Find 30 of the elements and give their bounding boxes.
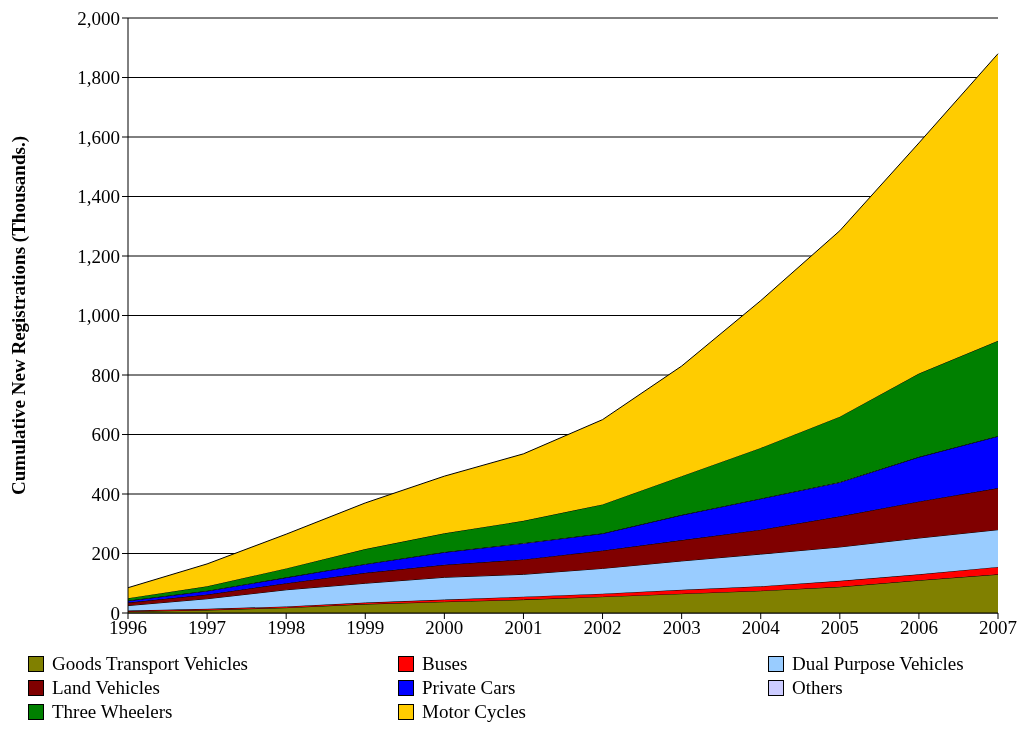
x-tick-label: 2005 xyxy=(820,617,859,639)
y-axis-title: Cumulative New Registrations (Thousands.) xyxy=(7,136,30,495)
y-tick-label: 400 xyxy=(91,483,120,505)
x-tick-label: 2006 xyxy=(899,617,938,639)
legend-label: Motor Cycles xyxy=(422,701,526,723)
legend-label: Private Cars xyxy=(422,677,516,699)
y-tick-label: 1,200 xyxy=(77,245,120,267)
legend-label: Goods Transport Vehicles xyxy=(52,653,248,675)
x-tick-label: 2002 xyxy=(583,617,622,639)
y-tick-label: 1,600 xyxy=(77,126,120,148)
y-tick-label: 1,400 xyxy=(77,186,120,208)
x-tick-label: 2000 xyxy=(425,617,464,639)
x-tick-label: 1999 xyxy=(346,617,385,639)
x-tick-label: 2003 xyxy=(662,617,701,639)
x-tick-label: 1998 xyxy=(267,617,306,639)
y-tick-label: 800 xyxy=(91,364,120,386)
x-tick-label: 2004 xyxy=(741,617,781,639)
x-tick-label: 2001 xyxy=(504,617,543,639)
y-tick-label: 1,800 xyxy=(77,67,120,89)
x-tick-label: 2007 xyxy=(979,617,1017,639)
legend-label: Others xyxy=(792,677,843,699)
legend-label: Land Vehicles xyxy=(52,677,160,699)
y-tick-label: 200 xyxy=(91,543,120,565)
legend-label: Buses xyxy=(422,653,468,675)
x-tick-label: 1997 xyxy=(188,617,227,639)
y-tick-label: 2,000 xyxy=(77,7,120,29)
y-tick-label: 600 xyxy=(91,424,120,446)
legend-label: Three Wheelers xyxy=(52,701,173,723)
y-tick-label: 1,000 xyxy=(77,305,120,327)
legend-label: Dual Purpose Vehicles xyxy=(792,653,964,675)
